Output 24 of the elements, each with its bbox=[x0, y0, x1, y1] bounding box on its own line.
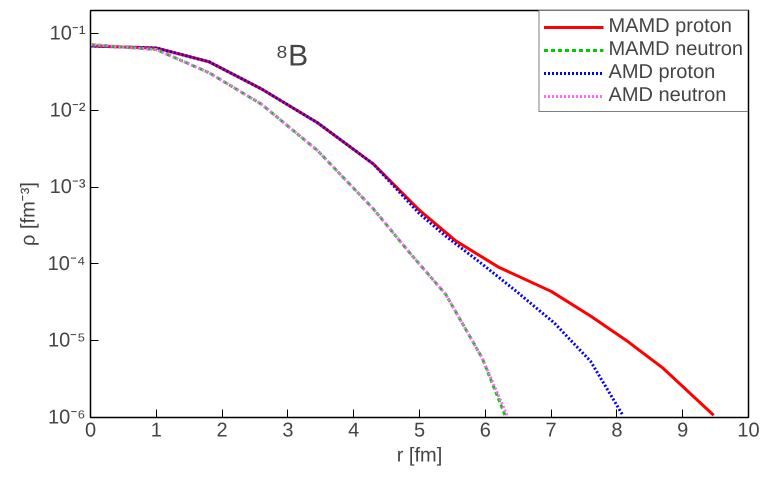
x-tick-label: 10 bbox=[737, 420, 760, 442]
x-tick-label: 7 bbox=[546, 420, 557, 442]
legend-label: AMD neutron bbox=[608, 84, 726, 107]
legend-label: MAMD neutron bbox=[608, 38, 743, 61]
x-tick-label: 4 bbox=[348, 420, 360, 442]
y-tick-label: 10⁻⁵ bbox=[48, 330, 86, 352]
x-tick-label: 8 bbox=[611, 420, 622, 442]
x-tick-label: 3 bbox=[282, 420, 294, 442]
x-tick-label: 6 bbox=[480, 420, 491, 442]
y-tick-label: 10⁻⁴ bbox=[48, 252, 86, 275]
legend-label: MAMD proton bbox=[608, 15, 732, 38]
x-tick-label: 9 bbox=[677, 420, 688, 442]
x-tick-label: 1 bbox=[150, 420, 162, 442]
annotation: ⁸B bbox=[276, 40, 308, 72]
y-tick-label: 10⁻⁶ bbox=[48, 406, 86, 428]
x-axis-title: r [fm] bbox=[396, 444, 442, 466]
x-tick-label: 2 bbox=[216, 420, 228, 442]
y-tick-label: 10⁻² bbox=[50, 99, 86, 122]
x-tick-label: 0 bbox=[84, 420, 96, 442]
x-tick-label: 5 bbox=[414, 420, 426, 442]
y-tick-label: 10⁻¹ bbox=[50, 22, 86, 45]
y-axis-title: ρ [fm⁻³] bbox=[18, 182, 40, 246]
y-tick-label: 10⁻³ bbox=[50, 176, 86, 198]
legend-label: AMD proton bbox=[608, 61, 716, 84]
